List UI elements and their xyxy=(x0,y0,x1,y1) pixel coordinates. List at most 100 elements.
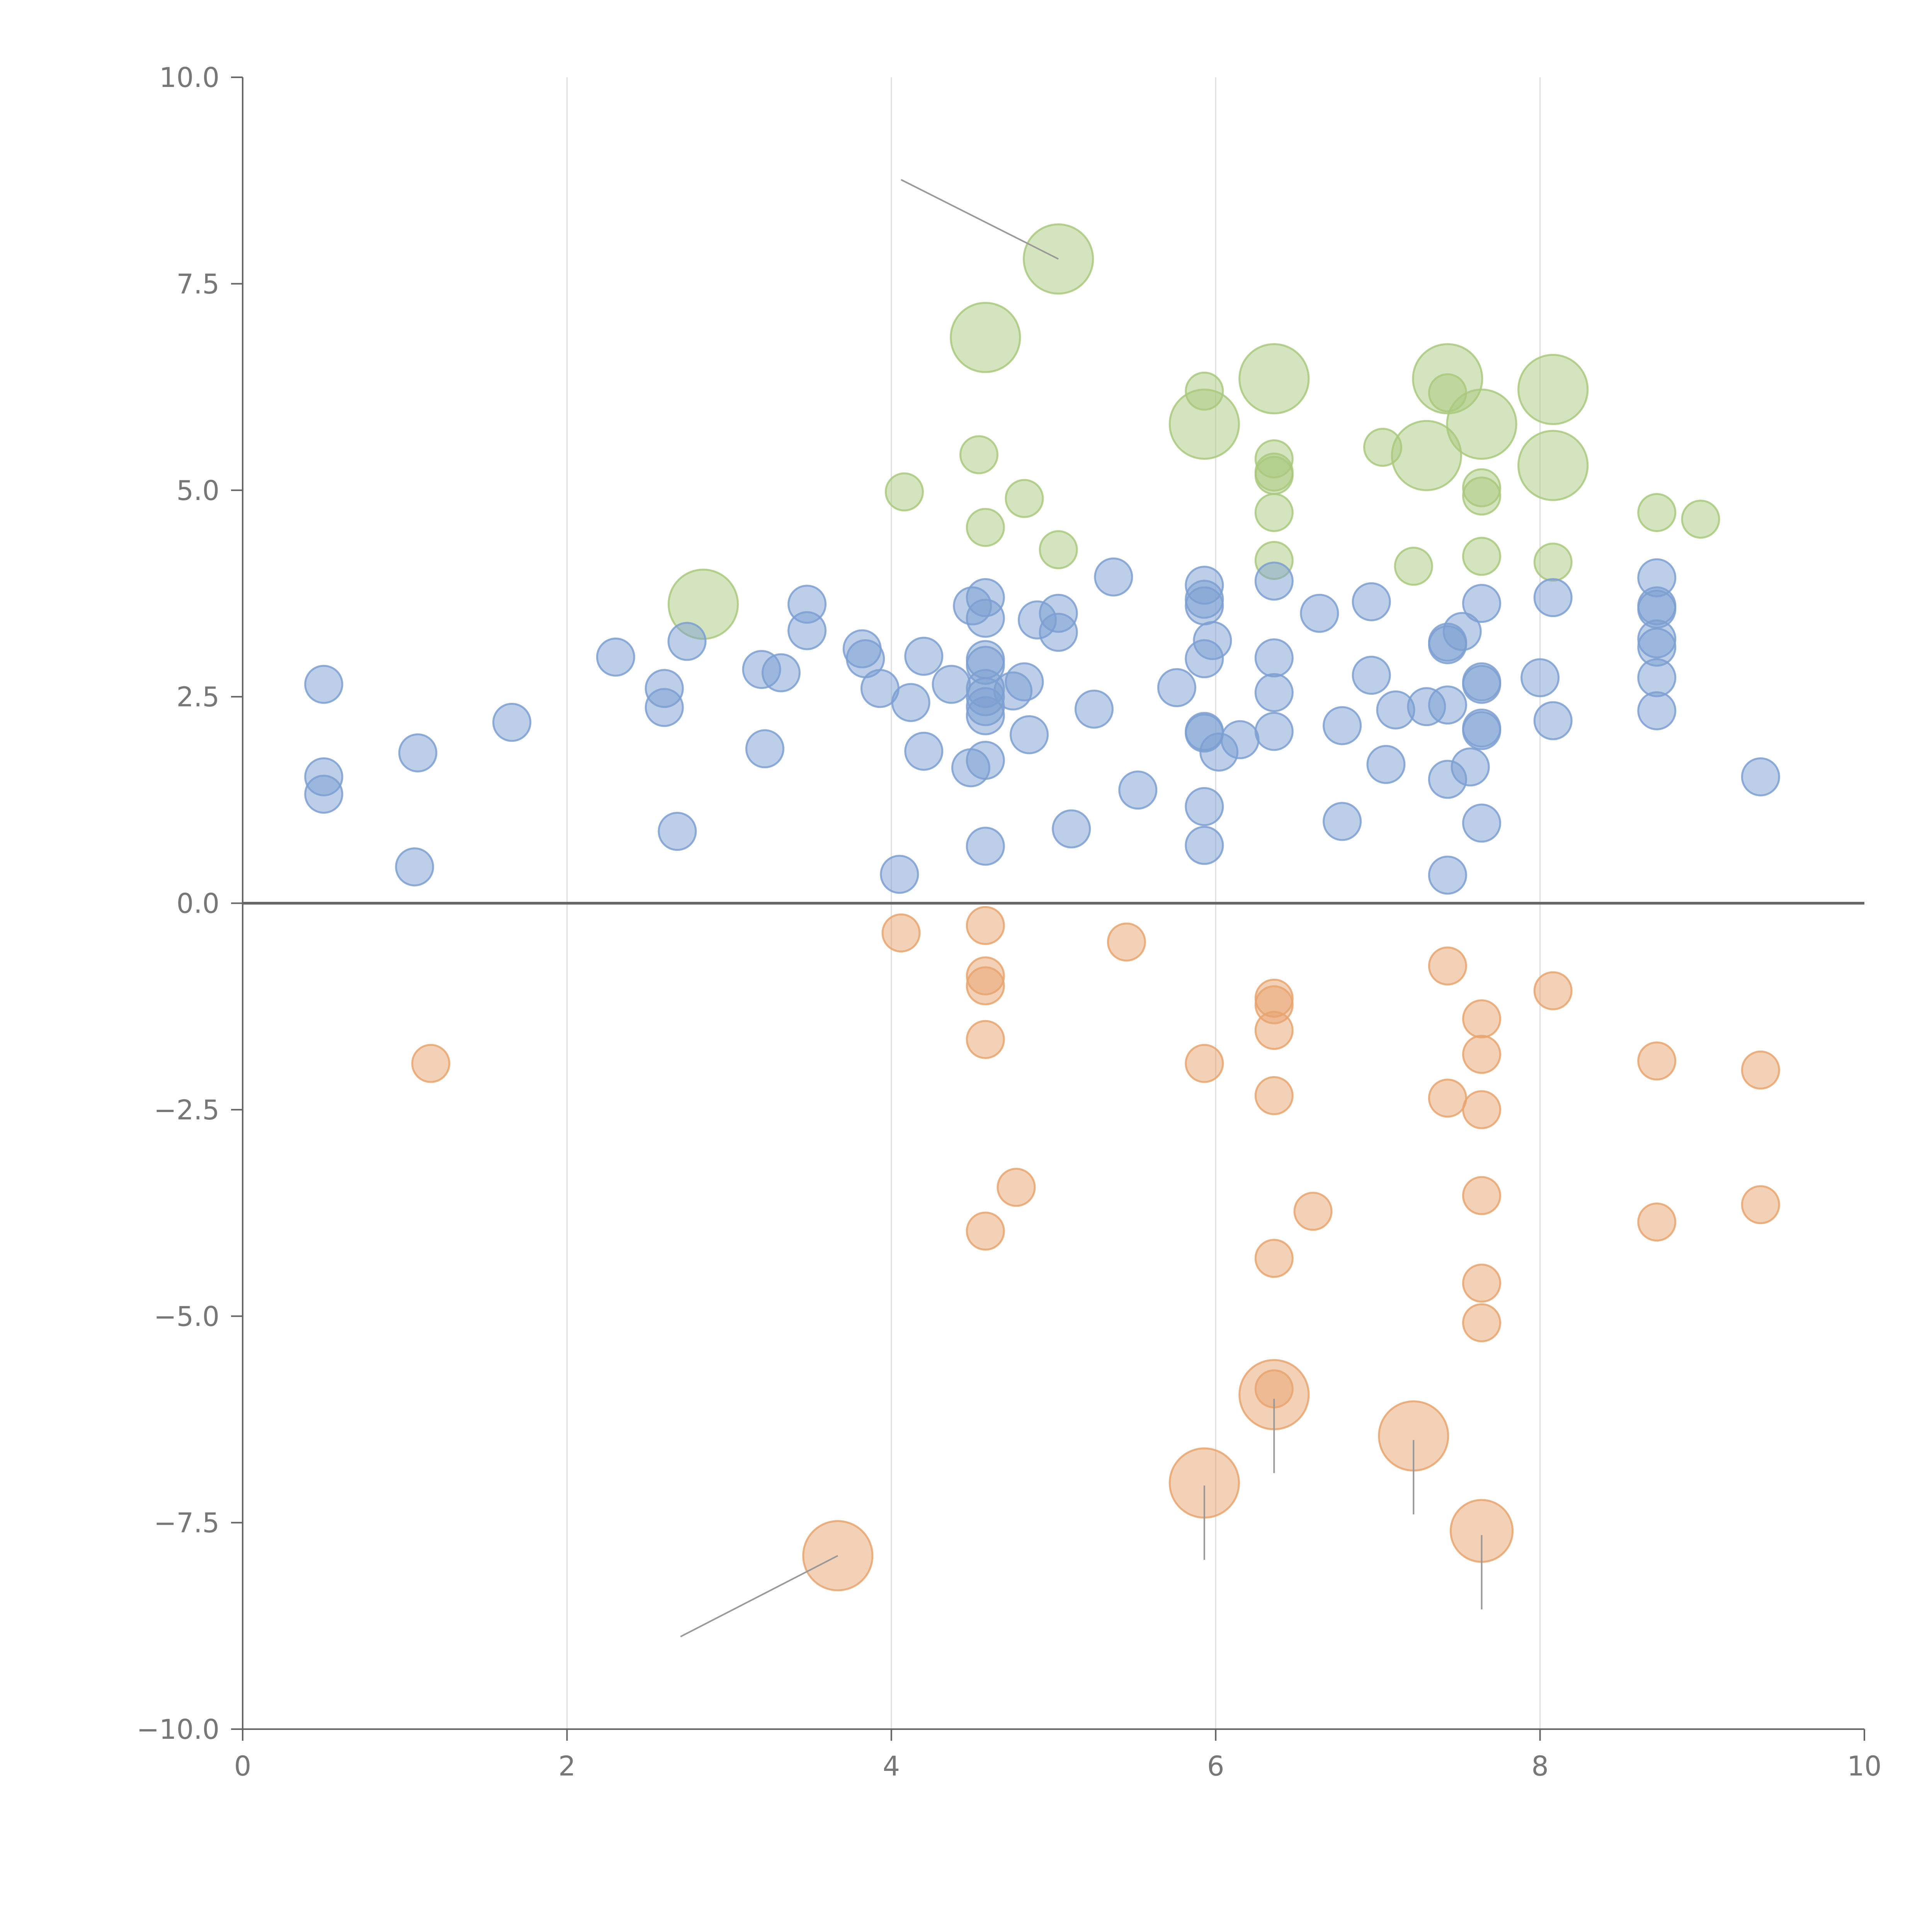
orange-point xyxy=(1741,1050,1780,1090)
blue-point xyxy=(787,611,827,650)
green-point xyxy=(959,435,998,474)
green-point xyxy=(1637,493,1677,532)
blue-point xyxy=(1323,802,1362,841)
green-point xyxy=(1462,537,1502,576)
y-tick-label: −5.0 xyxy=(154,1301,219,1332)
blue-point xyxy=(1637,691,1677,730)
orange-point xyxy=(1254,1011,1294,1050)
orange-point xyxy=(1428,1078,1467,1118)
orange-point xyxy=(1462,1035,1502,1074)
orange-point xyxy=(1462,1176,1502,1215)
x-tick-label: 6 xyxy=(1207,1750,1225,1782)
blue-point xyxy=(1741,757,1780,796)
label-connector xyxy=(901,179,1059,260)
blue-point xyxy=(304,665,344,704)
green-point xyxy=(1462,476,1502,516)
blue-point xyxy=(1462,711,1502,750)
orange-point xyxy=(966,906,1005,945)
green-point xyxy=(1446,388,1517,460)
blue-point xyxy=(1366,745,1406,784)
orange-point xyxy=(1462,1303,1502,1342)
label-connectors xyxy=(680,179,1483,1638)
blue-point xyxy=(1118,770,1158,810)
blue-point xyxy=(880,855,919,894)
blue-point xyxy=(596,638,635,677)
green-point xyxy=(1238,343,1310,415)
green-point xyxy=(884,472,924,512)
orange-point xyxy=(1254,1076,1294,1116)
green-point xyxy=(966,508,1005,547)
orange-point xyxy=(966,1020,1005,1059)
blue-point xyxy=(1520,658,1560,697)
blue-point xyxy=(1442,612,1482,651)
blue-point xyxy=(1185,826,1224,865)
green-point xyxy=(1185,371,1224,411)
orange-point xyxy=(1462,1090,1502,1129)
green-point xyxy=(1039,530,1078,570)
blue-point xyxy=(1462,803,1502,843)
orange-point xyxy=(966,966,1005,1005)
blue-point xyxy=(1428,685,1467,724)
y-tick-label: 0.0 xyxy=(177,888,219,920)
blue-point xyxy=(304,774,344,814)
blue-point xyxy=(658,812,697,851)
blue-point xyxy=(1185,586,1224,626)
orange-point xyxy=(1637,1202,1677,1242)
blue-point xyxy=(1220,720,1260,759)
blue-point xyxy=(1005,662,1044,702)
blue-point xyxy=(904,636,944,676)
blue-point xyxy=(1185,787,1224,826)
blue-point xyxy=(966,599,1005,638)
blue-point xyxy=(904,731,944,771)
y-tick-label: −10.0 xyxy=(136,1714,219,1745)
y-tick-label: 2.5 xyxy=(177,681,219,713)
orange-point xyxy=(1428,946,1467,986)
green-point xyxy=(1254,493,1294,532)
orange-point xyxy=(881,913,921,952)
blue-point xyxy=(1462,584,1502,623)
green-point xyxy=(1254,456,1294,495)
blue-point xyxy=(667,622,707,661)
orange-point xyxy=(1107,922,1146,962)
green-point xyxy=(1022,223,1094,295)
green-point xyxy=(1517,354,1589,425)
y-tick-label: −7.5 xyxy=(154,1507,219,1539)
x-tick-label: 2 xyxy=(558,1750,576,1782)
orange-point xyxy=(411,1044,451,1083)
x-tick-label: 8 xyxy=(1531,1750,1549,1782)
orange-point xyxy=(1637,1041,1677,1081)
blue-point xyxy=(1157,668,1196,707)
blue-point xyxy=(1074,689,1114,729)
blue-point xyxy=(1039,612,1078,652)
y-tick-label: 5.0 xyxy=(177,475,219,507)
orange-point xyxy=(1462,999,1502,1039)
blue-point xyxy=(1323,706,1362,745)
green-point xyxy=(1681,500,1720,539)
y-tick-label: −2.5 xyxy=(154,1094,219,1126)
green-point xyxy=(1533,543,1573,582)
blue-point xyxy=(1193,621,1232,660)
blue-point xyxy=(951,748,990,787)
blue-point xyxy=(1637,658,1677,697)
orange-point xyxy=(802,1520,874,1592)
blue-point xyxy=(966,827,1005,866)
blue-point xyxy=(1462,665,1502,704)
blue-point xyxy=(1254,673,1294,712)
blue-point xyxy=(1010,715,1049,754)
blue-point xyxy=(398,733,437,772)
blue-point xyxy=(1533,578,1573,617)
orange-point xyxy=(1741,1185,1780,1225)
green-point xyxy=(1517,430,1589,501)
blue-point xyxy=(1254,561,1294,601)
blue-point xyxy=(932,665,971,704)
blue-point xyxy=(492,702,532,742)
orange-point xyxy=(1293,1192,1333,1231)
blue-point xyxy=(645,688,684,727)
orange-point xyxy=(1254,1239,1294,1278)
orange-point xyxy=(1185,1044,1224,1083)
y-tick-label: 10.0 xyxy=(159,62,219,94)
green-point xyxy=(1391,420,1462,492)
blue-point xyxy=(1451,747,1490,787)
